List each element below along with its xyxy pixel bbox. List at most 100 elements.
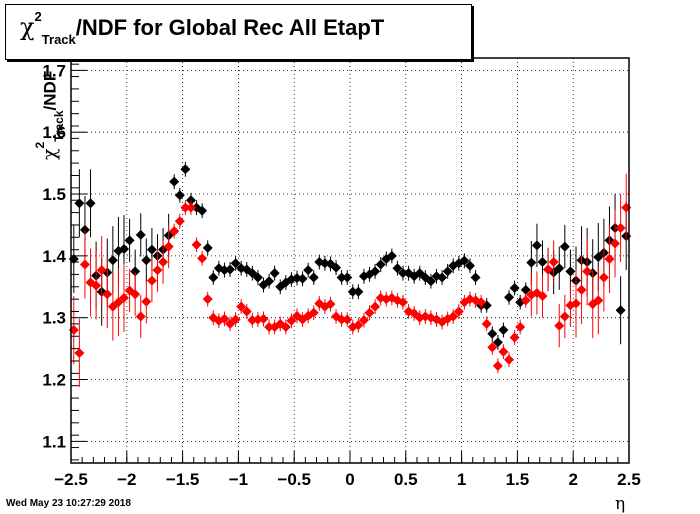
data-point xyxy=(358,315,369,326)
series-1 xyxy=(68,161,632,350)
data-point xyxy=(453,306,464,317)
title-superscript: 2 xyxy=(34,8,42,24)
data-point xyxy=(425,276,436,287)
data-point xyxy=(370,266,381,277)
data-point xyxy=(230,258,241,269)
data-point xyxy=(169,176,180,187)
data-point xyxy=(342,272,353,283)
data-point xyxy=(531,240,542,251)
data-point xyxy=(174,216,185,227)
data-point xyxy=(342,314,353,325)
data-point xyxy=(130,289,141,300)
x-tick-label: −2 xyxy=(117,470,136,489)
data-point xyxy=(498,346,509,357)
data-point xyxy=(610,238,621,249)
data-point xyxy=(280,321,291,332)
data-point xyxy=(236,301,247,312)
data-point xyxy=(135,229,146,240)
data-point xyxy=(286,315,297,326)
data-point xyxy=(559,241,570,252)
data-point xyxy=(152,265,163,276)
tick-labels: −2.5 −2 −1.5 −1 −0.5 0 0.5 1 1.5 2 2.5 1.1 1.2 1.3 1.4… xyxy=(42,61,640,489)
data-point xyxy=(308,272,319,283)
data-point xyxy=(476,297,487,308)
data-point xyxy=(174,190,185,201)
data-point xyxy=(180,202,191,213)
data-point xyxy=(219,313,230,324)
data-point xyxy=(442,266,453,277)
data-point xyxy=(537,291,548,302)
data-point xyxy=(230,314,241,325)
data-point xyxy=(325,299,336,310)
data-point xyxy=(163,241,174,252)
data-point xyxy=(91,280,102,291)
data-point xyxy=(303,265,314,276)
data-point xyxy=(135,311,146,322)
data-point xyxy=(146,244,157,255)
data-point xyxy=(107,255,118,266)
data-point xyxy=(258,313,269,324)
y-axis-label-superscript: 2 xyxy=(33,141,47,149)
data-point xyxy=(398,268,409,279)
data-point xyxy=(347,286,358,297)
data-point xyxy=(119,244,130,255)
data-point xyxy=(459,255,470,266)
data-point xyxy=(208,272,219,283)
x-tick-label: 0 xyxy=(345,470,354,489)
y-tick-label: 1.1 xyxy=(42,432,66,451)
x-tick-label: −1 xyxy=(229,470,248,489)
data-point xyxy=(392,263,403,274)
data-point xyxy=(492,360,503,371)
data-point xyxy=(570,298,581,309)
data-point xyxy=(74,347,85,358)
title-box: χ2 Track/NDF for Global Rec All EtapT xyxy=(5,4,472,60)
data-point xyxy=(79,224,90,235)
data-point xyxy=(492,337,503,348)
data-point xyxy=(604,253,615,264)
data-point xyxy=(509,283,520,294)
data-point xyxy=(79,259,90,270)
data-point xyxy=(141,296,152,307)
data-point xyxy=(119,292,130,303)
x-axis-label: η xyxy=(615,494,626,514)
data-point xyxy=(370,301,381,312)
data-point xyxy=(185,202,196,213)
data-point xyxy=(85,198,96,209)
data-point xyxy=(481,318,492,329)
data-point xyxy=(202,242,213,253)
chart-title: χ2 Track/NDF for Global Rec All EtapT xyxy=(20,9,385,48)
data-point xyxy=(197,205,208,216)
title-text: /NDF for Global Rec All EtapT xyxy=(75,15,385,40)
y-tick-label: 1.5 xyxy=(42,185,66,204)
data-point xyxy=(386,250,397,261)
y-axis-label: χ2 Track/NDF xyxy=(33,71,66,160)
data-point xyxy=(74,198,85,209)
timestamp: Wed May 23 10:27:29 2018 xyxy=(6,498,131,509)
data-point xyxy=(353,286,364,297)
data-point xyxy=(202,294,213,305)
data-point xyxy=(448,311,459,322)
data-point xyxy=(470,272,481,283)
axis-ticks xyxy=(70,63,630,463)
data-point xyxy=(96,265,107,276)
x-tick-label: −2.5 xyxy=(54,470,88,489)
data-point xyxy=(102,289,113,300)
data-point xyxy=(537,257,548,268)
data-point xyxy=(504,354,515,365)
data-point xyxy=(124,235,135,246)
data-point xyxy=(504,292,515,303)
data-point xyxy=(520,284,531,295)
data-point xyxy=(565,266,576,277)
data-point xyxy=(375,259,386,270)
data-point xyxy=(554,263,565,274)
y-tick-label: 1.4 xyxy=(42,247,66,266)
data-point xyxy=(364,307,375,318)
data-point xyxy=(336,314,347,325)
data-point xyxy=(520,295,531,306)
x-tick-label: 2.5 xyxy=(617,470,641,489)
x-tick-label: 2 xyxy=(568,470,577,489)
data-point xyxy=(498,325,509,336)
data-point xyxy=(576,284,587,295)
data-point xyxy=(464,260,475,271)
